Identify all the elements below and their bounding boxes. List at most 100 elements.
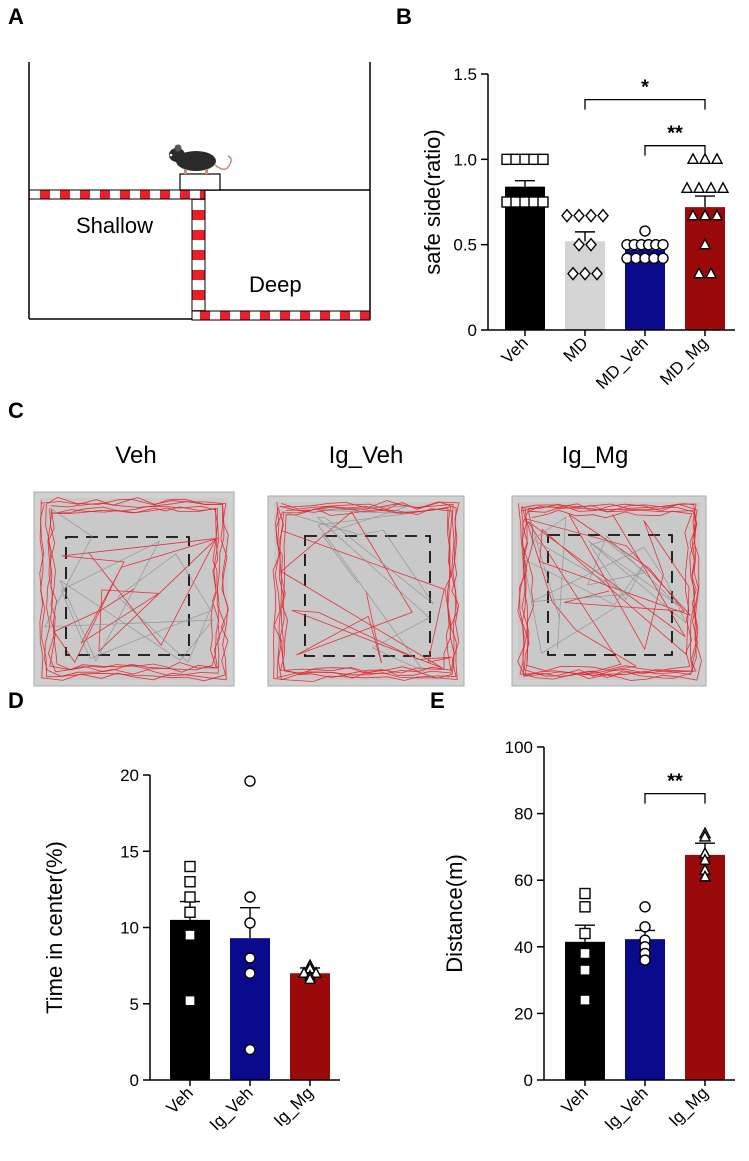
deep-label: Deep	[249, 272, 302, 297]
data-point	[244, 917, 256, 929]
data-point	[657, 238, 669, 251]
mouse-icon	[169, 144, 232, 174]
data-point	[573, 208, 585, 223]
track-path	[44, 507, 216, 663]
y-axis-label: Time in center(%)	[42, 841, 67, 1014]
data-point	[591, 266, 603, 281]
data-point	[698, 152, 712, 165]
data-point	[698, 869, 712, 882]
data-point	[184, 929, 196, 941]
y-tick-label: 15	[120, 842, 139, 861]
significance-label: *	[641, 77, 649, 99]
bar-d-2	[290, 973, 330, 1080]
data-point	[639, 921, 651, 933]
data-point	[244, 967, 256, 979]
bar-b-1	[565, 241, 605, 330]
data-point	[244, 891, 256, 903]
data-point	[184, 876, 196, 888]
y-tick-label: 60	[514, 871, 533, 890]
y-tick-label: 5	[130, 995, 139, 1014]
significance-bracket	[584, 98, 706, 110]
data-point	[579, 266, 591, 281]
cliff-wall-stripe	[191, 198, 206, 312]
data-point	[585, 237, 597, 252]
y-tick-label: 1.5	[453, 65, 477, 84]
category-label: Veh	[498, 333, 532, 367]
track-path	[47, 505, 220, 673]
y-tick-label: 0	[468, 321, 477, 340]
data-point	[716, 181, 730, 194]
data-point	[244, 952, 256, 964]
category-label: Veh	[558, 1083, 592, 1117]
data-point	[184, 906, 196, 918]
open-field-arena-ig-veh	[267, 495, 465, 687]
data-point	[639, 225, 651, 237]
open-field-arena-ig-mg	[511, 495, 707, 687]
data-point	[698, 829, 712, 842]
panel-label-c: C	[8, 398, 24, 423]
data-point	[692, 266, 706, 279]
data-point	[184, 891, 196, 903]
panel-label-d: D	[8, 688, 24, 713]
data-point	[639, 901, 651, 913]
track-path	[279, 508, 453, 674]
data-point	[686, 152, 700, 165]
bar-e-2	[685, 854, 725, 1080]
data-point	[303, 972, 317, 985]
shallow-edge-stripe	[28, 189, 206, 200]
data-point	[692, 181, 706, 194]
track-path	[517, 503, 702, 681]
data-point	[579, 887, 591, 900]
data-point	[567, 266, 579, 281]
track-path	[39, 496, 229, 682]
category-label: Ig_Mg	[665, 1083, 712, 1130]
data-point	[704, 181, 718, 194]
category-label: Ig_Veh	[601, 1083, 652, 1134]
data-point	[710, 152, 724, 165]
data-point	[585, 208, 597, 223]
data-point	[710, 208, 724, 221]
data-point	[579, 901, 591, 913]
data-point	[537, 196, 549, 208]
y-tick-label: 10	[120, 919, 139, 938]
track-path	[273, 501, 458, 681]
data-point	[561, 208, 573, 223]
track-path	[525, 514, 691, 676]
center-zone-box	[65, 536, 190, 656]
category-label: MD_Veh	[592, 333, 652, 393]
significance-label: **	[667, 771, 683, 793]
panel-label-a: A	[8, 4, 24, 29]
visual-cliff-diagram: Shallow Deep	[28, 62, 371, 321]
track-path	[526, 509, 693, 672]
significance-bracket	[644, 792, 706, 804]
y-tick-label: 0	[130, 1071, 139, 1090]
data-point	[244, 1043, 256, 1056]
chart-time-in-center: 0 5 10 15 20 Time in center(%) Veh Ig_Veh Ig_Mg	[42, 766, 340, 1134]
category-label: Veh	[163, 1083, 197, 1117]
data-point	[309, 966, 323, 978]
data-point	[639, 954, 651, 966]
bar-e-0	[565, 941, 605, 1080]
track-title-ig-veh: Ig_Veh	[329, 442, 404, 469]
data-point	[184, 860, 196, 873]
data-point	[680, 181, 694, 194]
data-point	[579, 964, 591, 976]
data-point	[698, 208, 712, 221]
center-platform	[179, 173, 221, 191]
y-tick-label: 1.0	[453, 150, 477, 169]
track-path	[519, 503, 699, 677]
y-axis-label: Distance(m)	[442, 854, 467, 973]
y-tick-label: 80	[514, 805, 533, 824]
panel-label-e: E	[430, 688, 445, 713]
category-label: Ig_Veh	[206, 1083, 257, 1134]
track-path	[272, 500, 460, 682]
data-point	[184, 995, 196, 1007]
track-path	[283, 505, 434, 672]
data-point	[244, 775, 256, 787]
data-point	[704, 266, 718, 279]
data-point	[573, 237, 585, 252]
chart-safe-side-ratio: 0 0.5 1.0 1.5 safe side(ratio) Veh MD MD_Veh MD_…	[420, 65, 735, 393]
track-path	[53, 537, 219, 664]
panel-label-b: B	[396, 4, 412, 29]
